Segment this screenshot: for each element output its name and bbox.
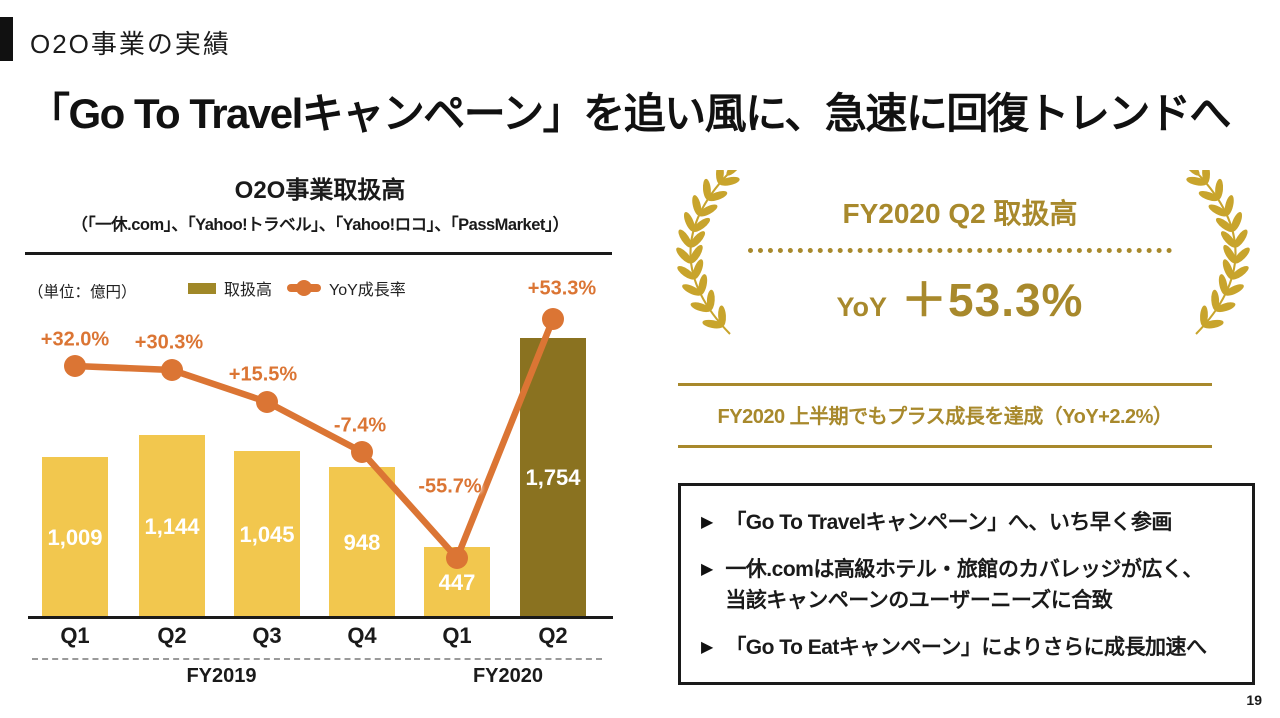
laurel-left-icon <box>676 170 742 335</box>
highlight-item: ▶ 「Go To Eatキャンペーン」によりさらに成長加速へ <box>701 633 1236 663</box>
bar-Q2: 1,144 <box>139 435 205 618</box>
section-header: O2O事業の実績 <box>30 29 231 59</box>
chart-subtitle: （「一休.com」、「Yahoo!トラベル」、「Yahoo!ロコ」、「PassM… <box>71 216 569 234</box>
legend-line-label: YoY成長率 <box>329 282 406 299</box>
x-tick-Q1: Q1 <box>60 623 90 648</box>
fiscal-group-line <box>414 658 602 660</box>
chart-legend: 取扱高 YoY成長率 <box>188 276 406 300</box>
achievement-rule-bottom <box>678 445 1212 448</box>
chart-title-block: O2O事業取扱高 （「一休.com」、「Yahoo!トラベル」、「Yahoo!ロ… <box>25 170 615 235</box>
highlight-item: ▶ 一休.comは高級ホテル・旅館のカバレッジが広く、 当該キャンペーンのユーザー… <box>701 555 1236 616</box>
x-tick-Q2: Q2 <box>538 623 568 648</box>
triangle-bullet-icon: ▶ <box>701 514 714 531</box>
triangle-bullet-icon: ▶ <box>701 561 714 579</box>
header-accent-bar <box>0 17 13 61</box>
line-swatch-icon <box>287 280 322 296</box>
laurel-right-icon <box>1184 170 1250 335</box>
x-tick-Q4: Q4 <box>347 623 377 648</box>
yoy-point-label: +30.3% <box>134 331 204 354</box>
yoy-point-label: +53.3% <box>527 277 597 300</box>
yoy-point-label: +15.5% <box>228 363 298 386</box>
chart-divider-line <box>25 252 612 255</box>
bar-Q4: 948 <box>329 467 395 618</box>
chart-unit-label: （単位：億円） <box>28 284 137 301</box>
highlight-text: 一休.comは高級ホテル・旅館のカバレッジが広く、 当該キャンペーンのユーザーニ… <box>725 558 1203 612</box>
bar-value-label: 1,754 <box>525 465 581 490</box>
yoy-label: YoY <box>836 292 888 322</box>
yoy-point-label: -7.4% <box>333 414 387 437</box>
bar-Q2: 1,754 <box>520 338 586 618</box>
page-number: 19 <box>1246 692 1262 708</box>
bar-value-label: 447 <box>438 569 476 595</box>
triangle-bullet-icon: ▶ <box>701 639 714 657</box>
bar-Q1: 1,009 <box>42 457 108 618</box>
highlights-box: ▶ 「Go To Travelキャンペーン」へ、いち早く参画 ▶ 一休.comは高級ホ… <box>678 483 1255 685</box>
badge-yoy-row: YoY ＋53.3% <box>740 264 1180 330</box>
bar-swatch-icon <box>188 282 216 294</box>
bar-value-label: 948 <box>343 529 381 555</box>
fiscal-group-label: FY2019 <box>186 665 257 687</box>
highlight-item: ▶ 「Go To Travelキャンペーン」へ、いち早く参画 <box>701 508 1236 538</box>
yoy-point-label: -55.7% <box>418 475 482 498</box>
legend-bar-label: 取扱高 <box>224 282 273 299</box>
bar-Q3: 1,045 <box>234 451 300 618</box>
x-tick-Q3: Q3 <box>252 623 282 648</box>
chart-title: O2O事業取扱高 <box>234 177 406 204</box>
highlight-text: 「Go To Eatキャンペーン」によりさらに成長加速へ <box>725 636 1207 660</box>
fiscal-group-label: FY2020 <box>472 665 544 687</box>
yoy-value: ＋53.3% <box>901 274 1084 326</box>
legend-item-bar: 取扱高 <box>188 276 272 300</box>
achievement-text: FY2020 上半期でもプラス成長を達成（YoY+2.2%） <box>717 406 1173 428</box>
bar-value-label: 1,144 <box>144 513 200 539</box>
bar-value-label: 1,045 <box>239 521 295 547</box>
bar-Q1: 447 <box>424 547 490 618</box>
x-tick-Q2: Q2 <box>157 623 187 648</box>
fiscal-group-line <box>32 658 411 660</box>
yoy-point-label: +32.0% <box>40 328 110 351</box>
badge-title: FY2020 Q2 取扱高 <box>842 198 1078 229</box>
badge-dotted-divider <box>748 248 1172 253</box>
x-axis-line <box>28 616 613 619</box>
highlight-text: 「Go To Travelキャンペーン」へ、いち早く参画 <box>725 511 1172 534</box>
slide-title: 「Go To Travelキャンペーン」を追い風に、急速に回復トレンドへ <box>28 90 1231 137</box>
legend-item-line: YoY成長率 <box>287 276 406 300</box>
achievement-rule-top <box>678 383 1212 386</box>
bar-value-label: 1,009 <box>47 524 103 550</box>
x-tick-Q1: Q1 <box>442 623 472 648</box>
